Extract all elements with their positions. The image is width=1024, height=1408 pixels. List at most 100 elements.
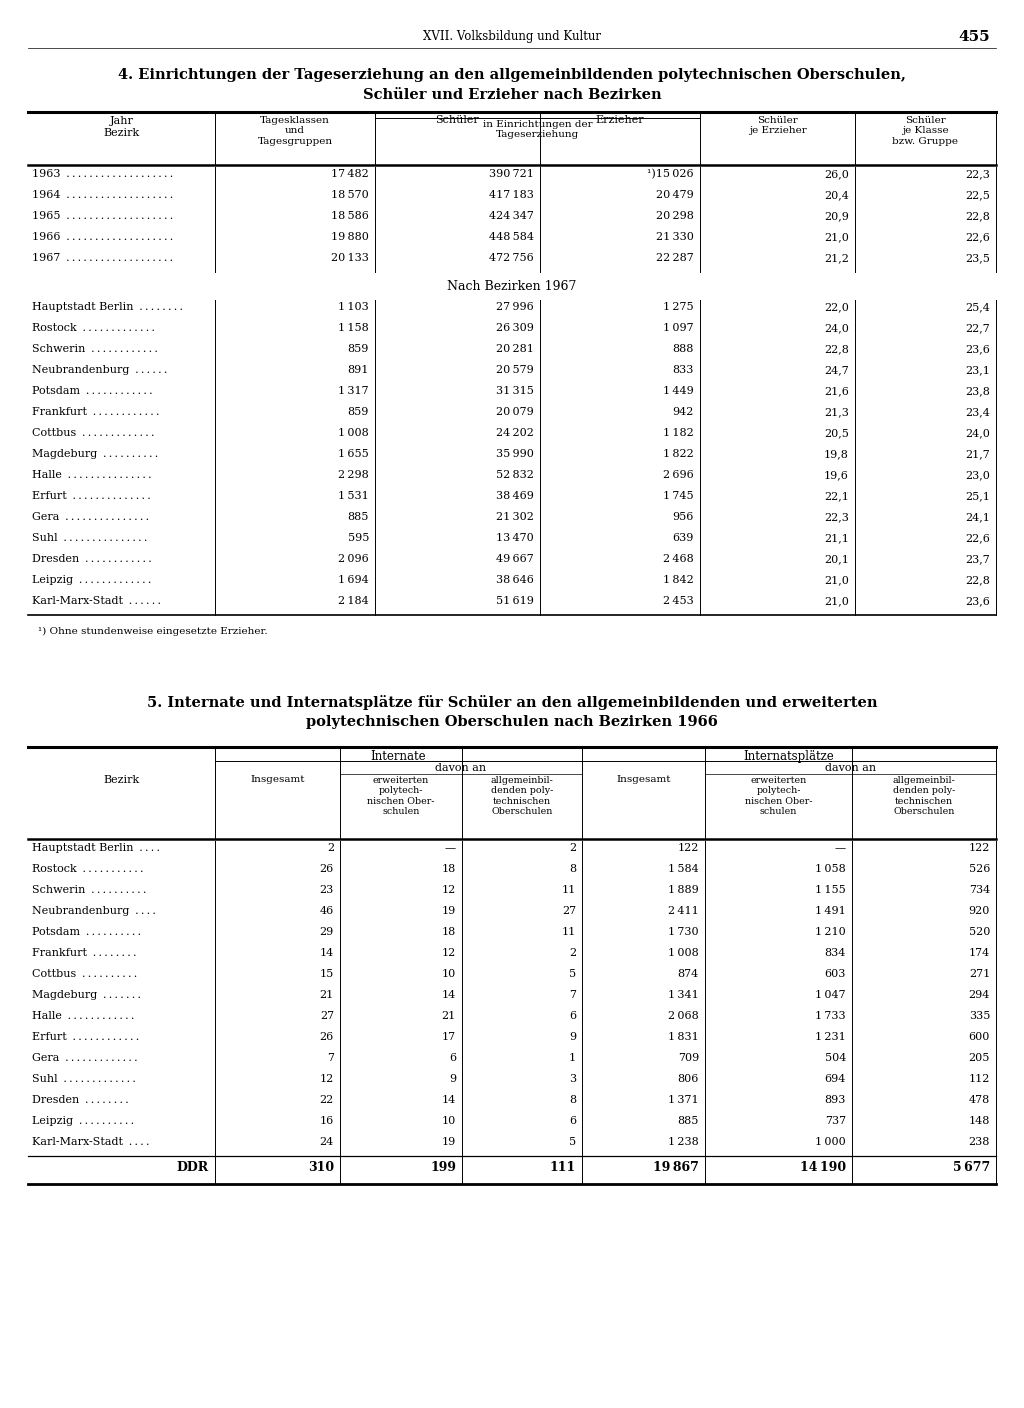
Text: Frankfurt  . . . . . . . . . . . .: Frankfurt . . . . . . . . . . . . [32,407,160,417]
Text: 2: 2 [569,948,575,957]
Text: 4. Einrichtungen der Tageserziehung an den allgemeinbildenden polytechnischen Ob: 4. Einrichtungen der Tageserziehung an d… [118,68,906,82]
Text: 14: 14 [441,990,456,1000]
Text: 271: 271 [969,969,990,979]
Text: 26,0: 26,0 [824,169,849,179]
Text: 112: 112 [969,1074,990,1084]
Text: 7: 7 [327,1053,334,1063]
Text: 2 184: 2 184 [338,596,369,605]
Text: Gera  . . . . . . . . . . . . .: Gera . . . . . . . . . . . . . [32,1053,137,1063]
Text: 21,2: 21,2 [824,253,849,263]
Text: Potsdam  . . . . . . . . . .: Potsdam . . . . . . . . . . [32,926,141,936]
Text: 2 068: 2 068 [669,1011,699,1021]
Text: 639: 639 [673,534,694,543]
Text: 893: 893 [824,1095,846,1105]
Text: 22,7: 22,7 [966,322,990,334]
Text: 1 008: 1 008 [669,948,699,957]
Text: 17 482: 17 482 [331,169,369,179]
Text: 205: 205 [969,1053,990,1063]
Text: 417 183: 417 183 [489,190,534,200]
Text: 1 231: 1 231 [815,1032,846,1042]
Text: 122: 122 [969,843,990,853]
Text: 17: 17 [442,1032,456,1042]
Text: 22,8: 22,8 [824,344,849,353]
Text: Cottbus  . . . . . . . . . .: Cottbus . . . . . . . . . . [32,969,137,979]
Text: 27 996: 27 996 [497,301,534,313]
Text: 51 619: 51 619 [496,596,534,605]
Text: Suhl  . . . . . . . . . . . . .: Suhl . . . . . . . . . . . . . [32,1074,136,1084]
Text: —: — [444,843,456,853]
Text: 294: 294 [969,990,990,1000]
Text: 5: 5 [569,969,575,979]
Text: 595: 595 [347,534,369,543]
Text: 8: 8 [569,865,575,874]
Text: 10: 10 [441,1117,456,1126]
Text: Leipzig  . . . . . . . . . .: Leipzig . . . . . . . . . . [32,1117,134,1126]
Text: 23,6: 23,6 [966,344,990,353]
Text: Karl-Marx-Stadt  . . . . . .: Karl-Marx-Stadt . . . . . . [32,596,161,605]
Text: Jahr
Bezirk: Jahr Bezirk [103,115,139,138]
Text: davon an: davon an [825,763,877,773]
Text: 23,8: 23,8 [966,386,990,396]
Text: 1 097: 1 097 [664,322,694,334]
Text: 9: 9 [449,1074,456,1084]
Text: 23,6: 23,6 [966,596,990,605]
Text: 22,8: 22,8 [966,574,990,584]
Text: 21 302: 21 302 [496,513,534,522]
Text: 19,8: 19,8 [824,449,849,459]
Text: 18: 18 [441,926,456,936]
Text: 14: 14 [441,1095,456,1105]
Text: 11: 11 [562,926,575,936]
Text: 1 238: 1 238 [669,1138,699,1148]
Text: 834: 834 [824,948,846,957]
Text: 19,6: 19,6 [824,470,849,480]
Text: 859: 859 [347,344,369,353]
Text: 1963  . . . . . . . . . . . . . . . . . . .: 1963 . . . . . . . . . . . . . . . . . .… [32,169,173,179]
Text: 956: 956 [673,513,694,522]
Text: 21: 21 [441,1011,456,1021]
Text: 21,0: 21,0 [824,596,849,605]
Text: 11: 11 [562,886,575,895]
Text: 24,7: 24,7 [824,365,849,375]
Text: 504: 504 [824,1053,846,1063]
Text: 22: 22 [319,1095,334,1105]
Text: 1 889: 1 889 [669,886,699,895]
Text: 885: 885 [347,513,369,522]
Text: 23,5: 23,5 [966,253,990,263]
Text: 23,0: 23,0 [966,470,990,480]
Text: 833: 833 [673,365,694,375]
Text: ¹) Ohne stundenweise eingesetzte Erzieher.: ¹) Ohne stundenweise eingesetzte Erziehe… [38,627,267,636]
Text: 1 655: 1 655 [338,449,369,459]
Text: Gera  . . . . . . . . . . . . . . .: Gera . . . . . . . . . . . . . . . [32,513,150,522]
Text: Schüler
je Klasse
bzw. Gruppe: Schüler je Klasse bzw. Gruppe [893,115,958,146]
Text: 1 182: 1 182 [664,428,694,438]
Text: Halle  . . . . . . . . . . . . . . .: Halle . . . . . . . . . . . . . . . [32,470,152,480]
Text: 25,1: 25,1 [966,491,990,501]
Text: Leipzig  . . . . . . . . . . . . .: Leipzig . . . . . . . . . . . . . [32,574,152,584]
Text: Rostock  . . . . . . . . . . . . .: Rostock . . . . . . . . . . . . . [32,322,155,334]
Text: 19: 19 [441,905,456,917]
Text: 23,4: 23,4 [966,407,990,417]
Text: 1 449: 1 449 [664,386,694,396]
Text: Karl-Marx-Stadt  . . . .: Karl-Marx-Stadt . . . . [32,1138,150,1148]
Text: Erfurt  . . . . . . . . . . . .: Erfurt . . . . . . . . . . . . [32,1032,139,1042]
Text: 19 880: 19 880 [331,232,369,242]
Text: 472 756: 472 756 [489,253,534,263]
Text: 15: 15 [319,969,334,979]
Text: 22,0: 22,0 [824,301,849,313]
Text: 24,0: 24,0 [824,322,849,334]
Text: 5 677: 5 677 [952,1162,990,1174]
Text: 122: 122 [678,843,699,853]
Text: 1 155: 1 155 [815,886,846,895]
Text: 2 453: 2 453 [664,596,694,605]
Text: 24: 24 [319,1138,334,1148]
Text: 20 133: 20 133 [331,253,369,263]
Text: 21 330: 21 330 [656,232,694,242]
Text: 14 190: 14 190 [800,1162,846,1174]
Text: ¹)15 026: ¹)15 026 [647,169,694,179]
Text: Dresden  . . . . . . . .: Dresden . . . . . . . . [32,1095,129,1105]
Text: 21,6: 21,6 [824,386,849,396]
Text: 2 411: 2 411 [669,905,699,917]
Text: 22,3: 22,3 [824,513,849,522]
Text: Hauptstadt Berlin  . . . . . . . .: Hauptstadt Berlin . . . . . . . . [32,301,183,313]
Text: 1965  . . . . . . . . . . . . . . . . . . .: 1965 . . . . . . . . . . . . . . . . . .… [32,211,173,221]
